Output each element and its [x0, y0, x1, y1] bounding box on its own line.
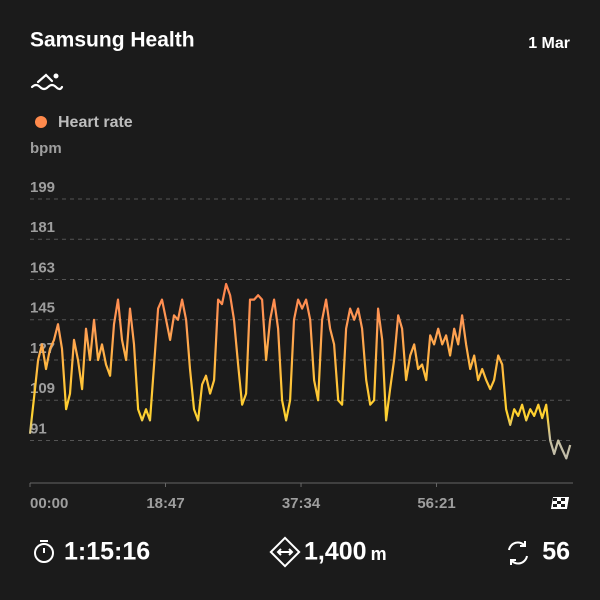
date: 1 Mar [528, 35, 570, 52]
y-tick-label: 163 [30, 259, 55, 276]
x-tick-label: 56:21 [417, 495, 455, 512]
finish-icon [550, 497, 570, 509]
legend-dot [35, 116, 47, 128]
y-tick-label: 145 [30, 300, 55, 317]
x-tick-label: 18:47 [146, 495, 184, 512]
y-axis-label: bpm [30, 140, 62, 157]
laps-icon [508, 541, 528, 565]
swim-icon [30, 73, 64, 91]
y-tick-label: 181 [30, 219, 55, 236]
y-tick-label: 199 [30, 179, 55, 196]
distance: 1,400 [304, 538, 367, 566]
y-tick-label: 91 [30, 420, 47, 437]
distance-icon [269, 536, 301, 568]
heart-rate-line [28, 282, 572, 460]
legend-label: Heart rate [58, 114, 133, 131]
x-tick-label: 00:00 [30, 495, 68, 512]
duration: 1:15:16 [64, 538, 150, 566]
x-tick-label: 37:34 [282, 495, 321, 512]
laps: 56 [542, 538, 570, 566]
app-title: Samsung Health [30, 29, 195, 52]
distance-unit: m [371, 544, 387, 564]
timer-icon [34, 540, 54, 563]
